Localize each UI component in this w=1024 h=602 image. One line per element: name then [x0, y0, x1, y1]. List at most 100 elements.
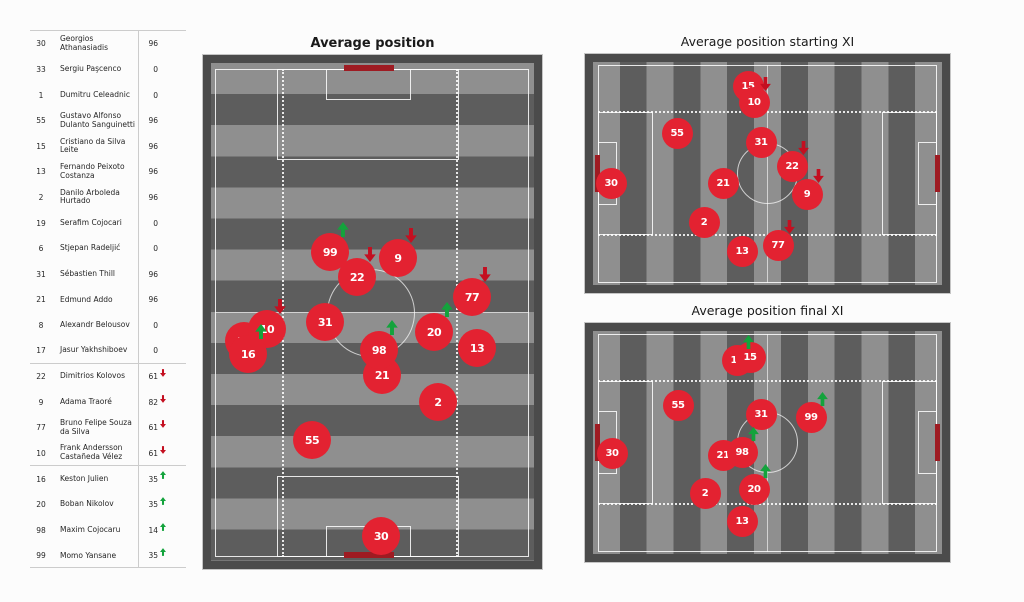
sub-off-arrow-icon [759, 77, 771, 92]
player-row: 2 Danilo Arboleda Hurtado 96 [30, 185, 186, 211]
player-marker-2: 2 [688, 206, 720, 238]
player-marker-99: 99 [311, 233, 349, 271]
player-row: 8 Alexandr Belousov 0 [30, 313, 186, 339]
player-name: Maxim Cojocaru [60, 525, 121, 535]
player-name: Jasur Yakhshiboev [60, 345, 128, 355]
main-pitch-title: Average position [310, 36, 435, 51]
player-marker-2: 2 [689, 477, 721, 509]
player-number: 19 [36, 218, 46, 228]
player-minutes: 0 [153, 346, 158, 356]
player-minutes: 61 [148, 372, 158, 382]
sub-on-arrow-icon [386, 320, 398, 336]
sub-off-arrow-icon [479, 267, 491, 283]
player-number: 30 [36, 39, 46, 49]
goal-marker [935, 424, 940, 461]
sub-on-arrow-icon [441, 302, 453, 318]
player-row: 17 Jasur Yakhshiboev 0 [30, 338, 186, 364]
player-name: Sergiu Paşcenco [60, 64, 122, 74]
player-minutes: 35 [148, 551, 158, 561]
player-number: 31 [36, 269, 46, 279]
player-number: 16 [36, 474, 46, 484]
player-marker-10: 10 [248, 310, 286, 348]
sub-arrows-layer [585, 323, 950, 562]
player-row: 99 Momo Yansane 35 [30, 543, 186, 569]
goal-marker [344, 552, 394, 558]
sub-off-arrow-icon [160, 369, 166, 379]
player-number: 8 [38, 321, 44, 330]
final-xi-title: Average position final XI [691, 303, 844, 318]
sub-on-arrow-icon [337, 222, 349, 238]
player-number: 9 [38, 397, 44, 407]
pitch-starting-xi: 30 55 2 13 21 31 15 10 22 9 77 [585, 54, 950, 293]
player-minutes: 0 [153, 244, 158, 254]
table-column-divider [138, 30, 139, 568]
player-row: 9 Adama Traoré 82 [30, 390, 186, 416]
player-marker-13: 13 [726, 505, 758, 537]
player-minutes: 82 [148, 397, 158, 407]
sub-on-arrow-icon [160, 548, 166, 558]
player-markers-layer: 3055213213115101698202297799 [203, 55, 542, 569]
penalty-width-guide [456, 69, 458, 557]
player-marker-21: 21 [707, 167, 739, 199]
player-marker-10: 10 [738, 86, 770, 118]
sub-arrows-layer [585, 54, 950, 293]
player-name: Keston Julien [60, 473, 109, 483]
sub-arrows-layer [203, 55, 542, 569]
player-number: 21 [36, 295, 46, 305]
sub-off-arrow-icon [797, 141, 809, 156]
player-marker-20: 20 [738, 473, 770, 505]
player-number: 2 [38, 192, 44, 202]
player-marker-31: 31 [745, 126, 777, 158]
player-row: 20 Boban Nikolov 35 [30, 492, 186, 518]
player-number: 13 [36, 167, 46, 177]
player-marker-2: 2 [419, 383, 457, 421]
player-row: 6 Stjepan Radeljić 0 [30, 236, 186, 262]
player-minutes: 0 [153, 218, 158, 228]
player-minutes: 0 [153, 64, 158, 74]
player-minutes: 0 [153, 321, 158, 330]
player-marker-15: 15 [734, 341, 766, 373]
player-row: 19 Serafim Cojocari 0 [30, 210, 186, 236]
sub-on-arrow-icon [816, 392, 828, 407]
player-name: Adama Traoré [60, 397, 112, 407]
player-minutes: 96 [148, 167, 158, 177]
player-marker-30: 30 [595, 167, 627, 199]
sub-off-arrow-icon [783, 220, 795, 235]
sub-on-arrow-icon [160, 522, 166, 533]
pitch-final-xi: 305521321311615982099 [585, 323, 950, 562]
player-marker-98: 98 [360, 331, 398, 369]
player-number: 6 [38, 244, 44, 254]
player-name: Bruno Felipe Souza da Silva [60, 418, 132, 436]
player-row: 15 Cristiano da Silva Leite 96 [30, 133, 186, 159]
player-markers-layer: 305521321311615982099 [585, 323, 950, 562]
player-marker-13: 13 [726, 235, 758, 267]
player-row: 1 Dumitru Celeadnic 0 [30, 82, 186, 108]
player-number: 33 [36, 64, 46, 74]
player-minutes: 96 [148, 39, 158, 49]
player-table-rows: 30 Georgios Athanasiadis 96 33 Sergiu Paşcen… [30, 31, 186, 569]
player-row: 21 Edmund Addo 96 [30, 287, 186, 313]
penalty-width-guide [282, 69, 284, 557]
player-name: Stjepan Radeljić [60, 243, 121, 253]
player-number: 55 [36, 116, 46, 126]
player-row: 31 Sébastien Thill 96 [30, 261, 186, 287]
player-marker-55: 55 [662, 389, 694, 421]
player-marker-13: 13 [458, 329, 496, 367]
sub-off-arrow-icon [274, 299, 286, 315]
player-marker-22: 22 [776, 150, 808, 182]
player-number: 77 [36, 423, 46, 433]
player-number: 1 [38, 90, 44, 100]
player-number: 22 [36, 372, 46, 382]
player-minutes: 96 [148, 141, 158, 151]
player-minutes: 96 [148, 269, 158, 279]
player-minutes: 96 [148, 295, 158, 305]
goal-marker [344, 65, 394, 71]
player-name: Dumitru Celeadnic [60, 89, 130, 99]
player-marker-30: 30 [596, 437, 628, 469]
sub-off-arrow-icon [812, 169, 824, 184]
sub-off-arrow-icon [160, 394, 166, 405]
sub-off-arrow-icon [160, 420, 166, 430]
player-name: Danilo Arboleda Hurtado [60, 187, 120, 206]
player-row: 55 Gustavo Alfonso Dulanto Sanguinetti 96 [30, 108, 186, 134]
player-name: Gustavo Alfonso Dulanto Sanguinetti [60, 111, 135, 129]
